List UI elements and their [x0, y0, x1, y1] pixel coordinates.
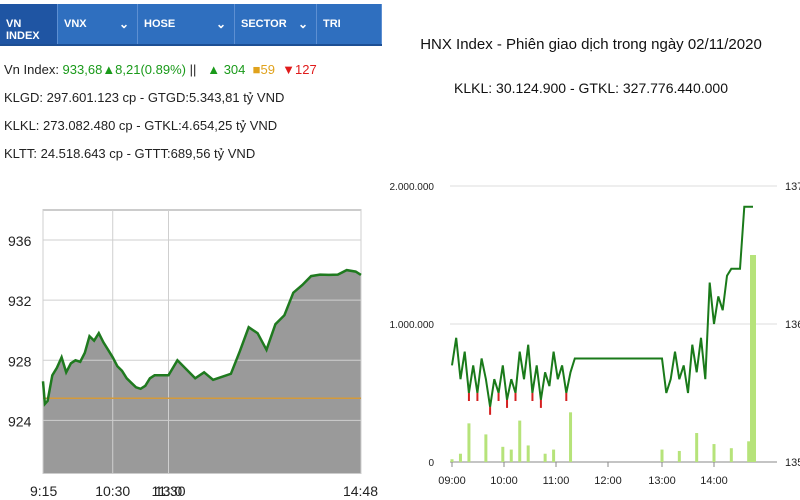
hnx-volume-bar	[543, 453, 547, 462]
chevron-down-icon: ⌄	[297, 17, 308, 31]
tab-label: SECTOR	[241, 18, 287, 30]
vn-area-fill	[43, 270, 361, 473]
hnx-volume-bar	[660, 449, 664, 462]
hnx-y-left-tick-label: 2.000.000	[390, 182, 435, 193]
hnx-x-tick-label: 12:00	[594, 475, 622, 487]
hnx-y-left-tick-label: 0	[428, 458, 434, 469]
hnx-chart-title: HNX Index - Phiên giao dịch trong ngày 0…	[420, 36, 762, 53]
hnx-volume-bar	[552, 449, 556, 462]
vn-y-tick-label: 932	[8, 293, 32, 309]
decliners-count: ▼127	[282, 62, 317, 77]
hnx-volume-bar	[695, 433, 699, 462]
hnx-panel: HNX Index - Phiên giao dịch trong ngày 0…	[382, 0, 800, 500]
index-separator: ||	[186, 62, 197, 77]
hnx-x-tick-label: 14:00	[700, 475, 728, 487]
hnx-volume-bar	[677, 450, 681, 462]
hnx-y-left-tick-label: 1.000.000	[390, 320, 435, 331]
vn-x-tick-label: 13:0	[155, 483, 182, 499]
unchanged-count: ■59	[252, 62, 275, 77]
index-value: 933,68	[62, 62, 103, 77]
hnx-x-tick-label: 11:00	[543, 475, 570, 487]
hnx-volume-bar	[458, 453, 462, 462]
hnx-volume-bar	[467, 423, 471, 462]
vn-y-tick-label: 936	[8, 233, 32, 249]
hnx-index-line	[451, 205, 753, 407]
vn-x-tick-label: 11:30	[152, 483, 186, 499]
vn-y-tick-label: 924	[8, 413, 32, 429]
index-summary-line: Vn Index: 933,68▲8,21(0.89%) || ▲ 304 ■5…	[4, 62, 317, 77]
vn-x-tick-label: 14:48	[343, 483, 378, 499]
index-change: ▲8,21(0.89%)	[102, 62, 186, 77]
vn-x-tick-label: 10:30	[95, 483, 130, 499]
negotiated-volume-line: KLTT: 24.518.643 cp - GTTT:689,56 tỷ VND	[4, 146, 256, 161]
chevron-down-icon: ⌄	[118, 17, 129, 31]
hnx-volume-bar	[450, 459, 454, 462]
tab-tri[interactable]: TRI	[317, 4, 382, 44]
hnx-x-tick-label: 09:00	[438, 475, 466, 487]
index-label: Vn Index:	[4, 62, 63, 77]
hnx-x-tick-label: 13:00	[648, 475, 676, 487]
vnindex-panel: VN INDEX VNX ⌄ HOSE ⌄ SECTOR ⌄ TRI Vn Index: 93…	[0, 0, 382, 500]
hnx-y-right-tick-label: 137	[785, 181, 800, 193]
hnx-volume-bar	[509, 449, 513, 462]
vn-index-line	[41, 268, 362, 407]
advancers-count: ▲ 304	[207, 62, 246, 77]
hnx-volume-bar	[747, 441, 751, 462]
vn-x-tick-label: 9:15	[30, 483, 57, 499]
tab-vn-index[interactable]: VN INDEX	[0, 4, 58, 44]
hnx-volume-bar	[569, 412, 573, 462]
hnx-volume-bar	[484, 434, 488, 462]
hnx-y-right-tick-label: 136	[785, 319, 800, 331]
tab-label: TRI	[323, 18, 341, 30]
tab-hose[interactable]: HOSE ⌄	[138, 4, 235, 44]
tab-label: VNX	[64, 18, 87, 30]
tab-sector[interactable]: SECTOR ⌄	[235, 4, 317, 44]
vn-y-tick-label: 928	[8, 353, 32, 369]
hnx-volume-bar	[518, 420, 522, 462]
market-tab-bar: VN INDEX VNX ⌄ HOSE ⌄ SECTOR ⌄ TRI	[0, 4, 382, 46]
hnx-volume-bar	[501, 446, 505, 462]
hnx-volume-bar	[712, 444, 716, 462]
hnx-volume-bar	[526, 445, 530, 462]
hnx-chart-subtitle: KLKL: 30.124.900 - GTKL: 327.776.440.000	[454, 80, 728, 96]
tab-label: VN INDEX	[6, 18, 40, 42]
chevron-down-icon: ⌄	[215, 17, 226, 31]
hnx-y-right-tick-label: 135	[785, 457, 800, 469]
tab-vnx[interactable]: VNX ⌄	[58, 4, 138, 44]
hnx-x-tick-label: 10:00	[490, 475, 518, 487]
hnx-volume-bar	[729, 448, 733, 462]
hnx-intraday-chart: 2.000.000 1.000.000 0 137 136 135 09:00 10:00 11…	[390, 181, 800, 487]
volume-value-line: KLGD: 297.601.123 cp - GTGD:5.343,81 tỷ …	[4, 90, 285, 105]
matched-volume-line: KLKL: 273.082.480 cp - GTKL:4.654,25 tỷ …	[4, 118, 278, 133]
tab-label: HOSE	[144, 18, 176, 30]
hnx-volume-bar	[750, 255, 756, 462]
